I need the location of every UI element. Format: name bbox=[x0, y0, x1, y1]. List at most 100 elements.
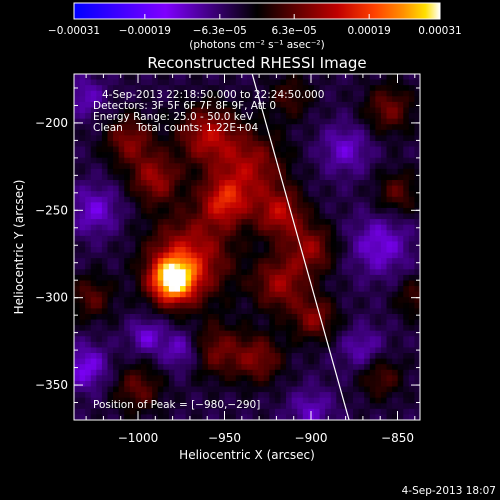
heatmap-cell bbox=[219, 380, 226, 388]
heatmap-cell bbox=[319, 302, 326, 309]
heatmap-cell bbox=[185, 313, 192, 321]
heatmap-cell bbox=[336, 280, 343, 287]
heatmap-cell bbox=[219, 219, 226, 226]
heatmap-cell bbox=[319, 174, 326, 181]
heatmap-cell bbox=[180, 118, 187, 125]
heatmap-cell bbox=[280, 308, 287, 315]
heatmap-cell bbox=[280, 219, 287, 226]
heatmap-cell bbox=[330, 85, 337, 92]
heatmap-cell bbox=[129, 308, 136, 315]
heatmap-cell bbox=[191, 403, 198, 410]
heatmap-cell bbox=[336, 386, 343, 393]
heatmap-cell bbox=[79, 241, 86, 248]
heatmap-cell bbox=[191, 297, 198, 304]
heatmap-cell bbox=[247, 286, 254, 293]
heatmap-cell bbox=[113, 263, 120, 270]
heatmap-cell bbox=[336, 358, 343, 365]
heatmap-cell bbox=[202, 308, 209, 315]
heatmap-cell bbox=[235, 207, 243, 215]
heatmap-cell bbox=[152, 241, 159, 248]
heatmap-cell bbox=[107, 330, 114, 337]
heatmap-cell bbox=[269, 302, 276, 309]
heatmap-cell bbox=[230, 180, 237, 187]
heatmap-cell bbox=[213, 263, 220, 270]
heatmap-cell bbox=[353, 369, 360, 376]
heatmap-cell bbox=[403, 219, 410, 226]
heatmap-cell bbox=[258, 286, 265, 293]
heatmap-cell bbox=[252, 358, 259, 365]
heatmap-cell bbox=[347, 386, 354, 393]
heatmap-cell bbox=[325, 386, 332, 393]
heatmap-cell bbox=[308, 380, 315, 388]
heatmap-cell bbox=[118, 202, 125, 209]
heatmap-cell bbox=[235, 375, 243, 382]
heatmap-cell bbox=[129, 140, 136, 148]
heatmap-cell bbox=[313, 341, 321, 349]
heatmap-cell bbox=[403, 297, 410, 304]
heatmap-cell bbox=[330, 185, 337, 192]
heatmap-cell bbox=[202, 157, 209, 164]
heatmap-cell bbox=[191, 207, 198, 215]
heatmap-cell bbox=[263, 202, 270, 209]
heatmap-cell bbox=[375, 101, 382, 109]
heatmap-cell bbox=[392, 291, 399, 298]
heatmap-cell bbox=[291, 336, 298, 343]
heatmap-cell bbox=[258, 297, 265, 304]
heatmap-cell bbox=[135, 252, 142, 259]
heatmap-cell bbox=[375, 219, 382, 226]
heatmap-cell bbox=[397, 224, 404, 231]
heatmap-cell bbox=[180, 369, 187, 376]
heatmap-cell bbox=[364, 213, 371, 220]
heatmap-cell bbox=[308, 124, 315, 131]
heatmap-cell bbox=[280, 124, 287, 131]
heatmap-cell bbox=[135, 297, 142, 304]
heatmap-cell bbox=[113, 219, 120, 226]
heatmap-cell bbox=[386, 157, 393, 164]
heatmap-cell bbox=[118, 291, 125, 298]
heatmap-cell bbox=[286, 369, 293, 376]
heatmap-cell bbox=[213, 353, 220, 360]
y-axis: −200−250−300−350 bbox=[35, 87, 420, 404]
heatmap-cell bbox=[152, 330, 159, 337]
heatmap-cell bbox=[336, 124, 343, 131]
heatmap-cell bbox=[96, 135, 103, 142]
heatmap-cell bbox=[101, 330, 109, 337]
heatmap-cell bbox=[219, 364, 226, 371]
heatmap-cell bbox=[202, 241, 209, 248]
heatmap-cell bbox=[135, 163, 142, 170]
heatmap-cell bbox=[330, 291, 337, 298]
heatmap-cell bbox=[163, 174, 170, 181]
heatmap-cell bbox=[392, 302, 399, 309]
heatmap-cell bbox=[408, 74, 416, 81]
heatmap-cell bbox=[291, 85, 298, 92]
heatmap-cell bbox=[258, 230, 265, 237]
heatmap-cell bbox=[180, 286, 187, 293]
heatmap-cell bbox=[157, 241, 164, 248]
heatmap-cell bbox=[263, 168, 270, 176]
heatmap-cell bbox=[247, 269, 254, 276]
heatmap-cell bbox=[140, 375, 148, 382]
heatmap-cell bbox=[330, 96, 337, 103]
heatmap-cell bbox=[247, 319, 254, 326]
heatmap-cell bbox=[118, 113, 125, 120]
heatmap-cell bbox=[247, 113, 254, 120]
heatmap-cell bbox=[152, 135, 159, 142]
heatmap-cell bbox=[380, 207, 388, 215]
heatmap-cell bbox=[274, 308, 282, 315]
heatmap-cell bbox=[224, 313, 231, 321]
heatmap-cell bbox=[369, 191, 376, 198]
heatmap-cell bbox=[241, 403, 248, 410]
heatmap-cell bbox=[90, 113, 97, 120]
heatmap-cell bbox=[347, 269, 354, 276]
heatmap-cell bbox=[185, 96, 192, 103]
heatmap-cell bbox=[364, 308, 371, 315]
heatmap-cell bbox=[157, 140, 164, 148]
heatmap-cell bbox=[353, 358, 360, 365]
heatmap-cell bbox=[174, 291, 181, 298]
heatmap-cell bbox=[85, 185, 92, 192]
heatmap-cell bbox=[408, 330, 416, 337]
heatmap-cell bbox=[302, 113, 309, 120]
heatmap-cell bbox=[308, 291, 315, 298]
heatmap-cell bbox=[219, 196, 226, 203]
heatmap-cell bbox=[140, 146, 148, 153]
